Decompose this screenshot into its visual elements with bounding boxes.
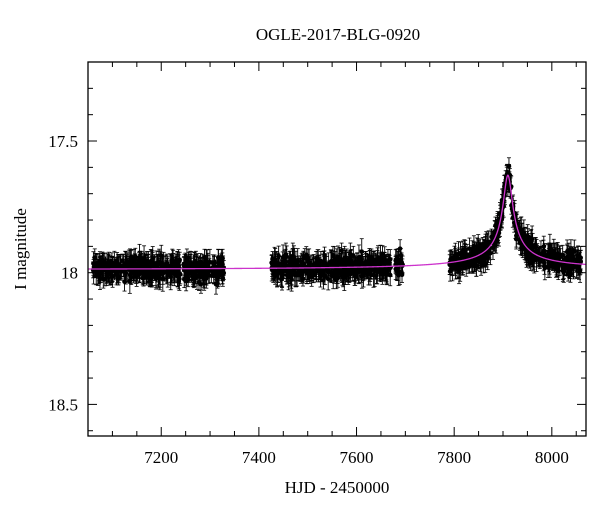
data-point bbox=[220, 269, 226, 287]
data-point bbox=[138, 257, 144, 277]
y-tick-label: 17.5 bbox=[48, 132, 78, 151]
data-point bbox=[325, 261, 331, 279]
data-point bbox=[183, 260, 188, 283]
data-point bbox=[460, 246, 466, 270]
x-tick-label: 7600 bbox=[340, 448, 374, 467]
data-point bbox=[296, 264, 301, 281]
data-point bbox=[93, 253, 98, 278]
data-point bbox=[533, 244, 539, 260]
data-point bbox=[372, 263, 377, 288]
x-tick-label: 7400 bbox=[242, 448, 276, 467]
data-point bbox=[311, 257, 317, 274]
data-point bbox=[386, 254, 392, 273]
data-point bbox=[448, 249, 453, 269]
data-point bbox=[522, 238, 527, 260]
y-axis-label: I magnitude bbox=[11, 208, 30, 290]
y-tick-label: 18 bbox=[61, 264, 78, 283]
data-point bbox=[485, 233, 490, 260]
data-point bbox=[479, 244, 485, 268]
data-point bbox=[276, 245, 281, 267]
data-point bbox=[148, 271, 154, 286]
data-point bbox=[177, 251, 182, 268]
data-point bbox=[453, 252, 458, 280]
data-point bbox=[465, 252, 471, 274]
data-point bbox=[328, 262, 334, 282]
data-point bbox=[279, 264, 285, 288]
data-point bbox=[394, 257, 400, 281]
data-point bbox=[538, 246, 543, 263]
data-point bbox=[95, 259, 101, 286]
x-tick-labels: 7200 7400 7600 7800 8000 bbox=[144, 448, 569, 467]
data-point bbox=[136, 263, 142, 284]
x-axis-label: HJD - 2450000 bbox=[285, 478, 390, 497]
plot-frame bbox=[87, 61, 587, 437]
data-point bbox=[506, 157, 512, 175]
data-point bbox=[383, 255, 388, 271]
plot-area bbox=[87, 61, 587, 437]
axis-ticks bbox=[88, 62, 586, 436]
data-point bbox=[120, 253, 125, 268]
data-point bbox=[471, 235, 477, 257]
x-tick-label: 8000 bbox=[535, 448, 569, 467]
chart-title: OGLE-2017-BLG-0920 bbox=[256, 25, 420, 44]
data-point bbox=[284, 245, 290, 268]
data-point bbox=[211, 254, 217, 278]
data-point bbox=[342, 253, 348, 275]
x-tick-label: 7800 bbox=[437, 448, 471, 467]
data-point bbox=[288, 264, 294, 289]
data-point bbox=[477, 238, 483, 257]
data-point bbox=[397, 259, 403, 286]
data-point bbox=[160, 261, 166, 285]
data-point bbox=[564, 239, 570, 265]
data-point bbox=[305, 248, 311, 271]
data-point bbox=[196, 273, 202, 291]
data-point bbox=[119, 263, 124, 280]
data-point bbox=[295, 248, 301, 274]
data-point bbox=[338, 259, 343, 282]
data-point bbox=[363, 251, 368, 275]
model-curve bbox=[88, 174, 587, 270]
data-point bbox=[110, 256, 116, 273]
data-point bbox=[156, 258, 162, 285]
data-point bbox=[188, 250, 194, 278]
data-point bbox=[205, 267, 211, 284]
data-point bbox=[331, 254, 337, 274]
data-point bbox=[317, 263, 323, 281]
y-tick-label: 18.5 bbox=[48, 395, 78, 414]
data-point bbox=[356, 259, 361, 284]
data-point bbox=[168, 263, 174, 291]
x-tick-label: 7200 bbox=[144, 448, 178, 467]
data-point bbox=[124, 254, 129, 275]
data-point bbox=[528, 228, 534, 255]
data-point bbox=[335, 268, 341, 288]
data-point bbox=[200, 262, 206, 281]
data-point bbox=[568, 239, 574, 265]
y-tick-labels: 17.5 18 18.5 bbox=[48, 132, 78, 414]
